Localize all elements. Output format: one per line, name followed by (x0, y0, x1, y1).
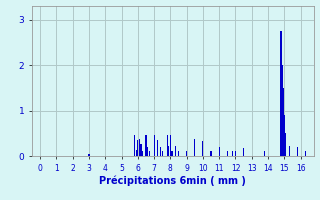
Bar (186, 151, 187, 156)
Bar (283, 88, 284, 156)
Bar (154, 135, 155, 156)
Bar (170, 135, 171, 156)
Bar (168, 146, 169, 156)
Bar (145, 135, 147, 156)
Bar (305, 151, 306, 156)
Bar (232, 151, 233, 156)
Bar (289, 146, 290, 156)
Bar (280, 31, 282, 156)
Bar (162, 151, 163, 156)
Bar (147, 147, 148, 156)
Bar (297, 147, 298, 156)
Bar (139, 139, 140, 156)
Bar (211, 151, 212, 156)
Bar (243, 148, 244, 156)
Bar (284, 115, 285, 156)
Bar (88, 154, 90, 156)
Bar (202, 141, 204, 156)
Bar (148, 151, 150, 156)
Bar (160, 147, 161, 156)
Bar (175, 146, 176, 156)
Bar (264, 151, 265, 156)
Bar (166, 135, 168, 156)
Bar (136, 150, 137, 156)
Bar (219, 147, 220, 156)
Bar (282, 65, 283, 156)
Bar (134, 135, 135, 156)
Bar (178, 151, 179, 156)
Bar (157, 140, 158, 156)
X-axis label: Précipitations 6min ( mm ): Précipitations 6min ( mm ) (100, 175, 246, 186)
Bar (281, 53, 283, 156)
Bar (235, 151, 236, 156)
Bar (284, 133, 286, 156)
Bar (194, 139, 195, 156)
Bar (142, 151, 143, 156)
Bar (137, 140, 138, 156)
Bar (140, 144, 142, 156)
Bar (227, 151, 228, 156)
